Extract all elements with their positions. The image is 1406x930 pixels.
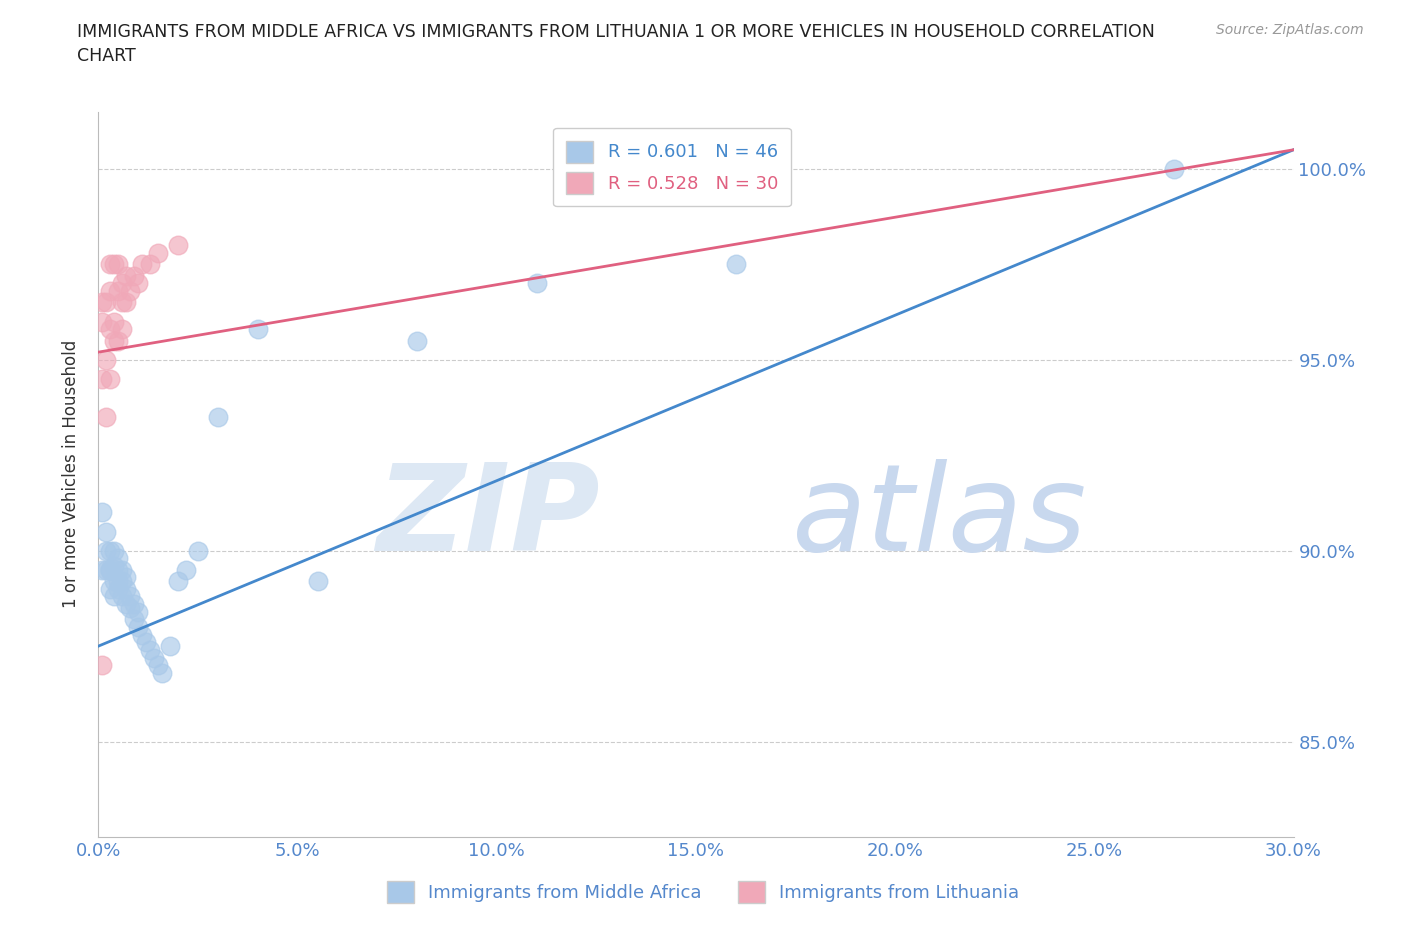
Point — [148, 658, 170, 672]
Point — [207, 409, 229, 424]
Y-axis label: 1 or more Vehicles in Household: 1 or more Vehicles in Household — [62, 340, 80, 608]
Point — [148, 246, 170, 260]
Point — [526, 276, 548, 291]
Point — [91, 563, 114, 578]
Point — [111, 574, 134, 589]
Point — [124, 612, 146, 627]
Point — [98, 581, 122, 596]
Point — [131, 627, 153, 642]
Point — [96, 543, 118, 558]
Point — [96, 525, 118, 539]
Point — [167, 238, 190, 253]
Legend: R = 0.601   N = 46, R = 0.528   N = 30: R = 0.601 N = 46, R = 0.528 N = 30 — [554, 128, 790, 206]
Point — [98, 563, 122, 578]
Point — [115, 570, 138, 585]
Point — [107, 563, 129, 578]
Point — [307, 574, 329, 589]
Point — [111, 295, 134, 310]
Point — [127, 619, 149, 634]
Point — [167, 574, 190, 589]
Point — [174, 563, 197, 578]
Point — [131, 257, 153, 272]
Point — [107, 551, 129, 565]
Point — [107, 284, 129, 299]
Point — [107, 257, 129, 272]
Point — [107, 574, 129, 589]
Point — [91, 314, 114, 329]
Point — [127, 276, 149, 291]
Point — [103, 543, 125, 558]
Point — [246, 322, 269, 337]
Point — [111, 589, 134, 604]
Point — [159, 639, 181, 654]
Point — [98, 257, 122, 272]
Point — [96, 563, 118, 578]
Legend: Immigrants from Middle Africa, Immigrants from Lithuania: Immigrants from Middle Africa, Immigrant… — [380, 873, 1026, 910]
Text: atlas: atlas — [792, 459, 1087, 577]
Point — [124, 269, 146, 284]
Point — [187, 543, 209, 558]
Text: Source: ZipAtlas.com: Source: ZipAtlas.com — [1216, 23, 1364, 37]
Point — [120, 589, 142, 604]
Point — [124, 597, 146, 612]
Point — [150, 665, 173, 680]
Point — [724, 162, 747, 177]
Point — [103, 314, 125, 329]
Text: IMMIGRANTS FROM MIDDLE AFRICA VS IMMIGRANTS FROM LITHUANIA 1 OR MORE VEHICLES IN: IMMIGRANTS FROM MIDDLE AFRICA VS IMMIGRA… — [77, 23, 1156, 65]
Point — [111, 276, 134, 291]
Point — [103, 589, 125, 604]
Point — [111, 563, 134, 578]
Point — [115, 581, 138, 596]
Point — [96, 295, 118, 310]
Point — [98, 543, 122, 558]
Point — [127, 604, 149, 619]
Point — [139, 643, 162, 658]
Point — [98, 563, 122, 578]
Point — [139, 257, 162, 272]
Point — [120, 601, 142, 616]
Point — [107, 581, 129, 596]
Point — [103, 333, 125, 348]
Point — [115, 269, 138, 284]
Point — [103, 257, 125, 272]
Text: ZIP: ZIP — [377, 459, 600, 577]
Point — [91, 658, 114, 672]
Point — [135, 635, 157, 650]
Point — [115, 295, 138, 310]
Point — [111, 322, 134, 337]
Point — [143, 650, 166, 665]
Point — [724, 257, 747, 272]
Point — [96, 352, 118, 367]
Point — [103, 574, 125, 589]
Point — [1163, 162, 1185, 177]
Point — [91, 295, 114, 310]
Point — [103, 559, 125, 574]
Point — [91, 505, 114, 520]
Point — [98, 284, 122, 299]
Point — [98, 322, 122, 337]
Point — [120, 284, 142, 299]
Point — [406, 333, 429, 348]
Point — [115, 597, 138, 612]
Point — [91, 371, 114, 386]
Point — [98, 371, 122, 386]
Point — [107, 333, 129, 348]
Point — [96, 409, 118, 424]
